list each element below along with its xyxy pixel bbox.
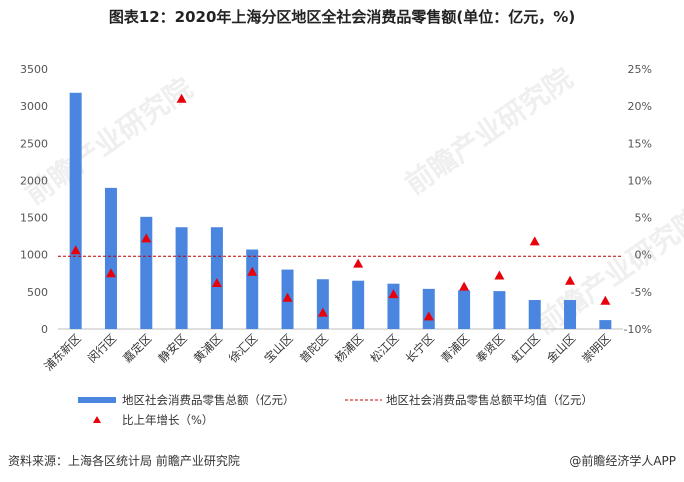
y-right-tick-label: -5%: [631, 286, 652, 299]
x-tick-label: 嘉定区: [120, 331, 154, 365]
growth-marker: [282, 292, 293, 302]
x-tick-label: 奉贤区: [473, 331, 507, 365]
bar: [528, 300, 541, 329]
growth-marker: [353, 258, 364, 268]
bar: [564, 300, 577, 329]
x-tick-label: 金山区: [544, 331, 578, 365]
x-tick-label: 静安区: [155, 331, 189, 365]
x-tick-label: 徐汇区: [226, 331, 260, 365]
y-left-tick-label: 2000: [20, 174, 48, 187]
bar: [599, 320, 612, 329]
y-axis-right: -10% -5% 0% 5% 10% 15% 20% 25%: [624, 63, 652, 336]
y-left-tick-label: 1000: [20, 249, 48, 262]
growth-marker: [70, 245, 81, 255]
y-axis-left: 0 500 1000 1500 2000 2500 3000 3500: [20, 63, 48, 336]
bar: [104, 187, 117, 329]
y-right-tick-label: 0%: [635, 249, 652, 262]
y-left-tick-label: 500: [27, 286, 48, 299]
bar: [246, 249, 259, 329]
y-right-tick-label: 15%: [628, 137, 652, 150]
y-right-tick-label: 25%: [628, 63, 652, 76]
growth-marker: [176, 93, 187, 103]
x-tick-label: 青浦区: [438, 331, 472, 365]
y-right-tick-label: 5%: [635, 212, 652, 225]
x-tick-label: 崇明区: [579, 331, 613, 365]
brand-note: @前瞻经济学人APP: [569, 454, 676, 468]
legend-avg-label: 地区社会消费品零售总额平均值（亿元）: [386, 393, 593, 407]
bar: [493, 291, 506, 329]
growth-marker: [388, 289, 399, 299]
y-right-tick-label: -10%: [624, 323, 652, 336]
growth-marker: [459, 281, 470, 291]
source-note: 资料来源：上海各区统计局 前瞻产业研究院: [8, 454, 240, 468]
chart-title: 图表12：2020年上海分区地区全社会消费品零售额(单位：亿元，%): [108, 8, 576, 26]
x-tick-label: 虹口区: [509, 331, 543, 365]
bar: [422, 288, 435, 329]
growth-marker: [529, 236, 540, 246]
x-tick-label: 长宁区: [403, 331, 437, 365]
growth-marker: [247, 266, 258, 276]
chart: 0 500 1000 1500 2000 2500 3000 3500 -10% -5% 0% 5%…: [20, 63, 652, 427]
x-tick-label: 黄浦区: [191, 331, 225, 365]
y-right-tick-label: 20%: [628, 100, 652, 113]
growth-marker: [600, 295, 611, 305]
growth-marker: [317, 307, 328, 317]
growth-marker: [494, 270, 505, 280]
legend-marker-label: 比上年增长（%）: [122, 413, 213, 427]
x-tick-label: 松江区: [367, 331, 401, 365]
x-tick-label: 杨浦区: [332, 331, 366, 365]
growth-marker: [211, 277, 222, 287]
legend-bar-label: 地区社会消费品零售总额（亿元）: [122, 393, 295, 407]
x-tick-label: 闵行区: [85, 331, 119, 365]
growth-marker: [141, 233, 152, 243]
x-tick-label: 宝山区: [261, 331, 295, 365]
y-left-tick-label: 0: [41, 323, 48, 336]
growth-marker: [105, 268, 116, 278]
growth-marker: [565, 275, 576, 285]
y-left-tick-label: 3500: [20, 63, 48, 76]
bar: [69, 92, 82, 330]
bar: [140, 216, 153, 329]
x-tick-label: 浦东新区: [41, 331, 83, 373]
bar: [458, 290, 471, 329]
bar: [352, 280, 365, 329]
bar-series: [69, 92, 612, 330]
y-left-tick-label: 3000: [20, 100, 48, 113]
growth-marker: [423, 311, 434, 321]
y-left-tick-label: 2500: [20, 137, 48, 150]
x-tick-label: 普陀区: [297, 331, 331, 365]
y-left-tick-label: 1500: [20, 212, 48, 225]
growth-markers: [70, 93, 611, 321]
x-axis-labels: 浦东新区 闵行区 嘉定区 静安区 黄浦区 徐汇区 宝山区 普陀区 杨浦区 松江区 长宁区 青浦区 奉贤区…: [41, 331, 613, 373]
bar: [316, 279, 329, 329]
y-right-tick-label: 10%: [628, 174, 652, 187]
legend: 地区社会消费品零售总额（亿元） 地区社会消费品零售总额平均值（亿元） 比上年增长…: [78, 393, 593, 427]
legend-marker-swatch: [93, 416, 101, 423]
bar: [175, 227, 188, 329]
legend-bar-swatch: [78, 397, 116, 403]
